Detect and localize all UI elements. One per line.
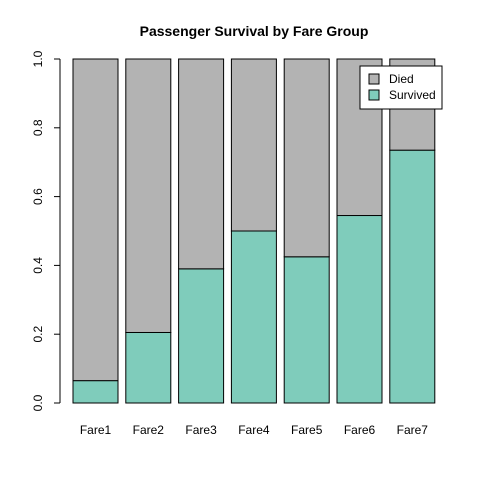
y-tick-label: 0.0 [31,394,45,411]
legend: Died Survived [359,65,443,110]
bar-fare2-survived [125,331,172,404]
legend-label-survived: Survived [389,88,436,102]
bar-fare5-survived [283,256,330,404]
y-tick-label: 1.0 [31,50,45,67]
bars-group [72,58,436,404]
y-tick-label: 0.8 [31,119,45,136]
chart-title: Passenger Survival by Fare Group [140,23,369,39]
bar-fare3-survived [178,268,225,404]
y-tick-label: 0.4 [31,257,45,274]
legend-swatch-died [368,73,380,85]
x-tick-label: Fare1 [80,423,112,437]
legend-label-died: Died [389,72,414,86]
bar-fare5-died [283,58,330,258]
bar-fare3-died [178,58,225,270]
y-tick-label: 0.2 [31,326,45,343]
legend-box [359,65,443,110]
x-tick-label: Fare4 [238,423,270,437]
y-tick-label: 0.6 [31,188,45,205]
bar-fare4-died [230,58,277,232]
x-tick-label: Fare3 [185,423,217,437]
x-axis-labels: Fare1 Fare2 Fare3 Fare4 Fare5 Fare6 Fare7 [80,423,428,437]
bar-fare7-survived [389,149,436,404]
bar-fare6-survived [336,215,383,404]
x-tick-label: Fare2 [133,423,165,437]
legend-swatch-survived [368,89,380,101]
bar-fare1-died [72,58,119,382]
bar-fare1-survived [72,380,119,404]
x-tick-label: Fare6 [344,423,376,437]
bar-fare2-died [125,58,172,333]
x-tick-label: Fare5 [291,423,323,437]
bar-fare4-survived [230,230,277,404]
x-tick-label: Fare7 [397,423,429,437]
y-axis: 0.0 0.2 0.4 0.6 0.8 1.0 [31,50,61,411]
